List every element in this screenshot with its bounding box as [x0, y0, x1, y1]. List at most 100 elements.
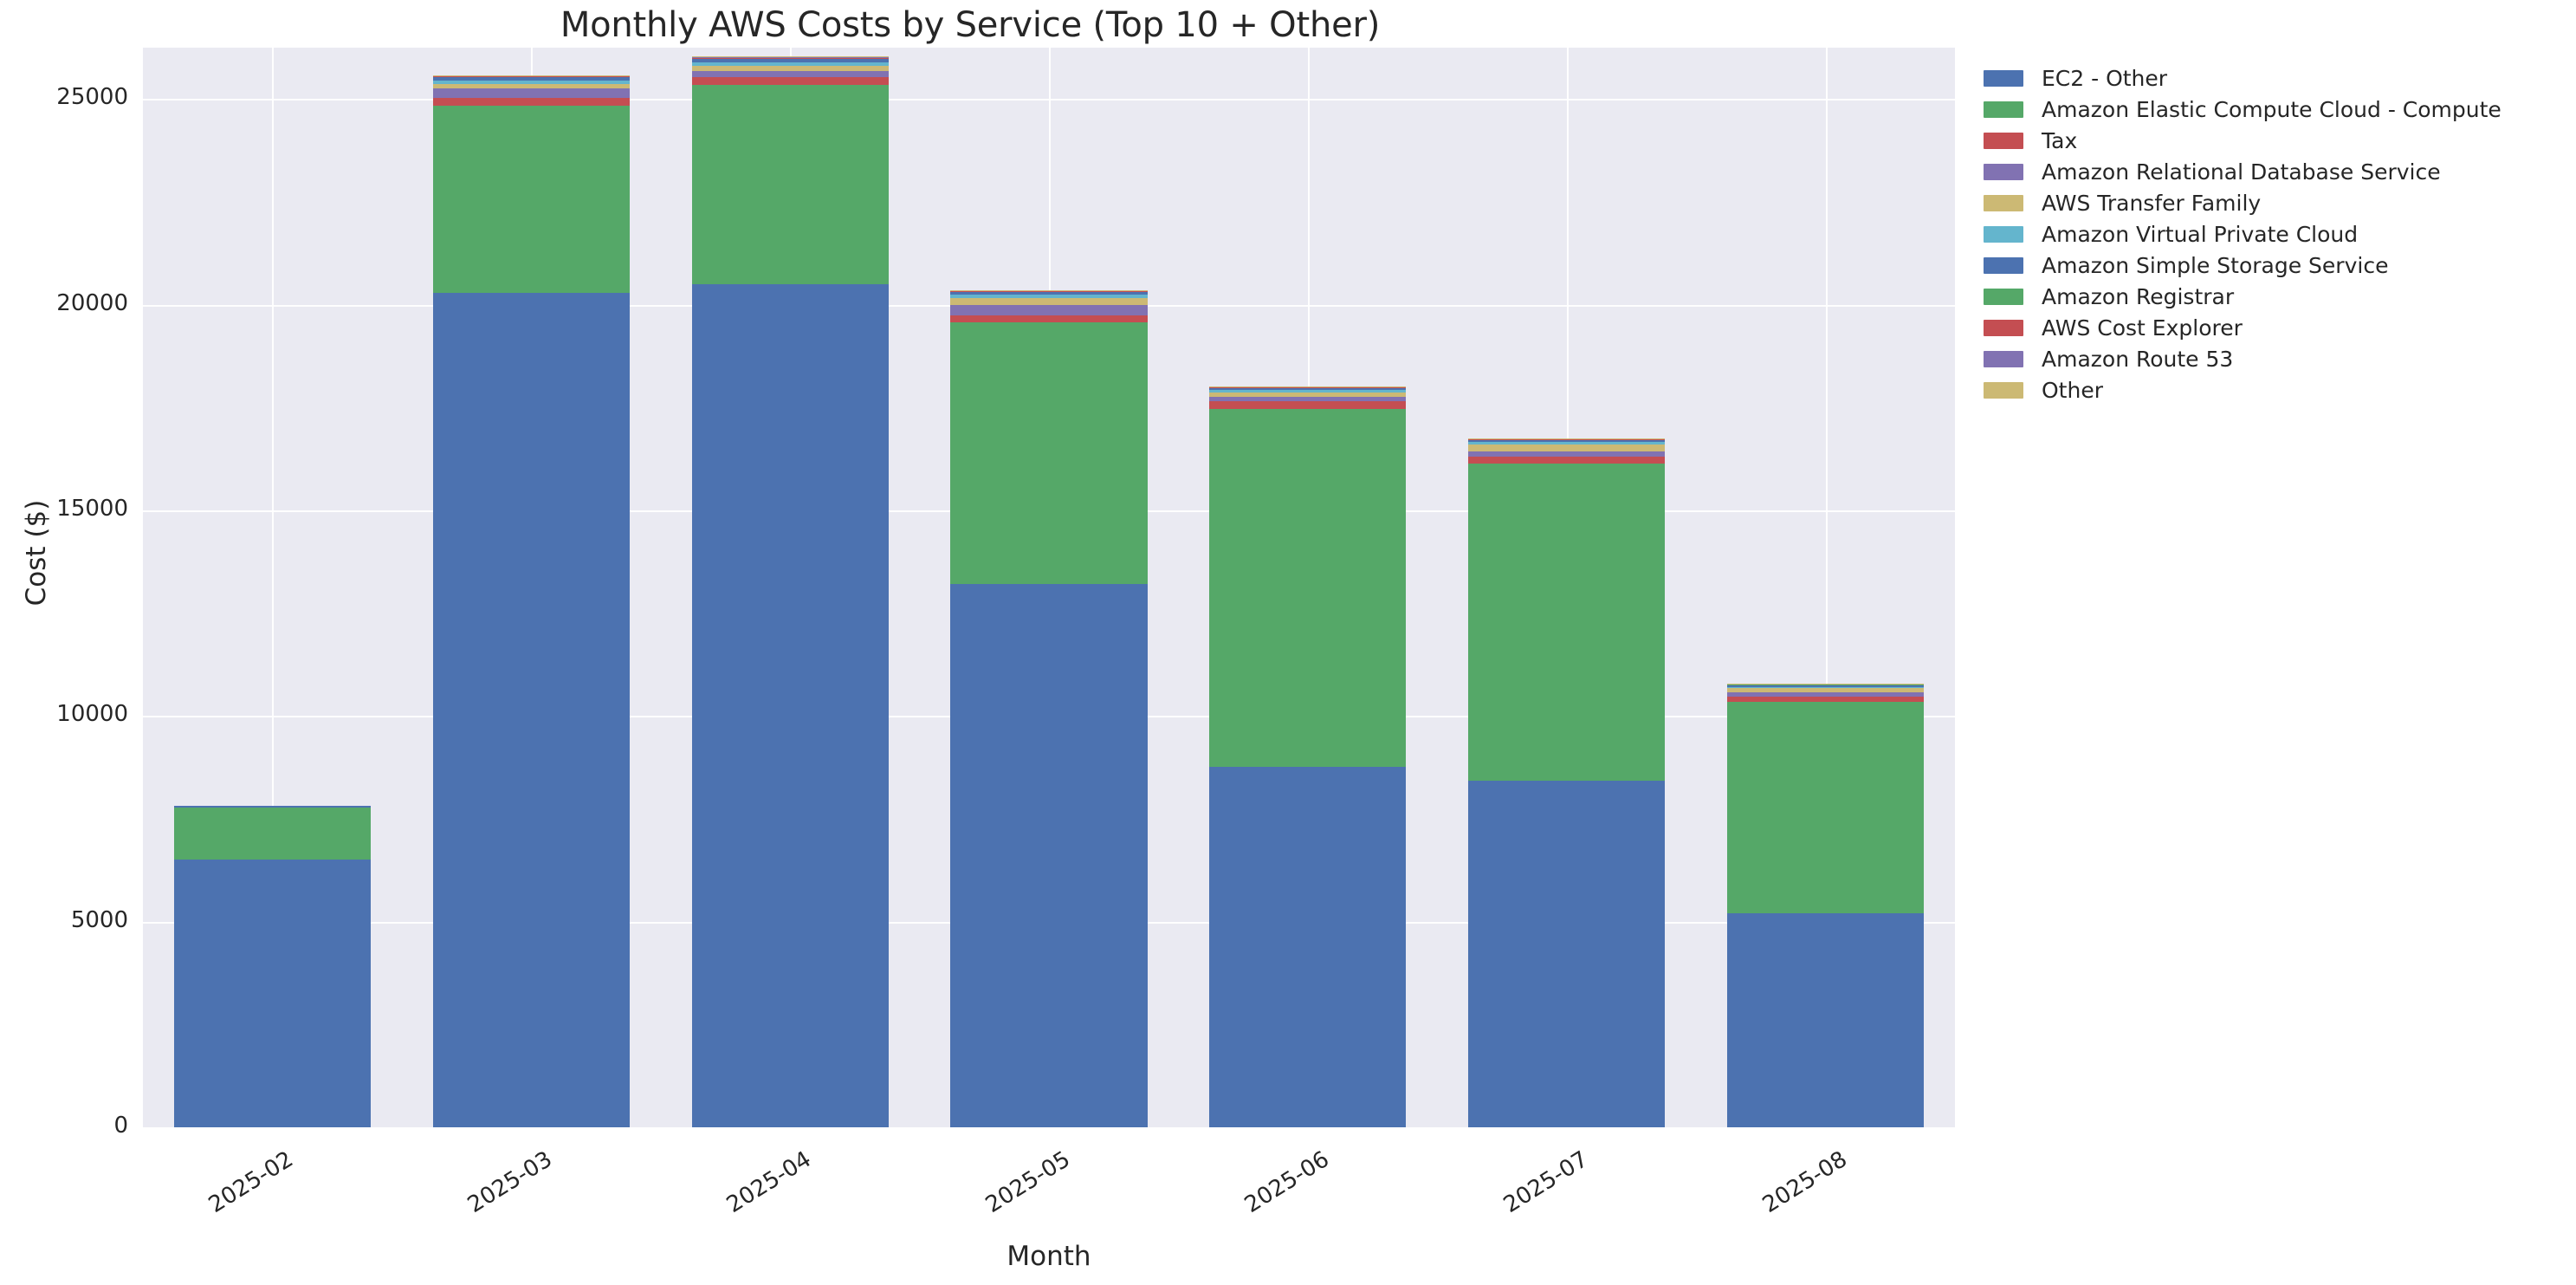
y-tick-label: 5000	[70, 906, 128, 933]
plot-area	[143, 48, 1955, 1127]
bar-segment[interactable]	[1468, 439, 1666, 443]
x-tick-label: 2025-04	[722, 1146, 817, 1219]
bar-2025-06[interactable]	[1209, 48, 1407, 1127]
bar-segment[interactable]	[691, 56, 889, 58]
bar-segment[interactable]	[1209, 766, 1407, 1127]
bar-segment[interactable]	[950, 289, 1148, 291]
bar-segment[interactable]	[1209, 386, 1407, 387]
bar-segment[interactable]	[1209, 390, 1407, 393]
legend-item[interactable]: Amazon Elastic Compute Cloud - Compute	[1984, 94, 2555, 125]
legend-item[interactable]: Amazon Relational Database Service	[1984, 156, 2555, 187]
legend-color-swatch	[1984, 163, 2023, 180]
bar-segment[interactable]	[691, 62, 889, 66]
legend-item[interactable]: AWS Cost Explorer	[1984, 312, 2555, 343]
bar-segment[interactable]	[691, 70, 889, 77]
x-gridline	[1825, 48, 1828, 1127]
bar-segment[interactable]	[173, 808, 371, 860]
bar-segment[interactable]	[432, 106, 630, 294]
bar-segment[interactable]	[173, 806, 371, 808]
bar-2025-07[interactable]	[1468, 48, 1666, 1127]
bar-segment[interactable]	[950, 315, 1148, 323]
bar-2025-05[interactable]	[950, 48, 1148, 1127]
legend-color-swatch	[1984, 132, 2023, 149]
bar-segment[interactable]	[432, 77, 630, 81]
legend-item[interactable]: Tax	[1984, 125, 2555, 156]
bar-segment[interactable]	[1727, 697, 1925, 703]
bar-segment[interactable]	[691, 59, 889, 62]
legend-item[interactable]: Other	[1984, 374, 2555, 406]
legend-label: Amazon Virtual Private Cloud	[2042, 221, 2359, 247]
bar-segment[interactable]	[950, 291, 1148, 295]
bar-segment[interactable]	[1727, 686, 1925, 689]
bar-segment[interactable]	[432, 76, 630, 78]
y-tick-label: 15000	[56, 496, 128, 522]
legend-item[interactable]: EC2 - Other	[1984, 62, 2555, 94]
bar-segment[interactable]	[950, 294, 1148, 298]
bar-segment[interactable]	[1727, 691, 1925, 698]
legend-color-swatch	[1984, 225, 2023, 243]
y-tick-label: 0	[113, 1113, 128, 1139]
x-gridline	[272, 48, 275, 1127]
bar-segment[interactable]	[1209, 387, 1407, 391]
y-tick-label: 10000	[56, 701, 128, 728]
bar-segment[interactable]	[691, 65, 889, 71]
bar-segment[interactable]	[691, 76, 889, 85]
bar-2025-08[interactable]	[1727, 48, 1925, 1127]
bar-segment[interactable]	[432, 75, 630, 77]
legend-item[interactable]: Amazon Route 53	[1984, 343, 2555, 374]
bar-segment[interactable]	[950, 297, 1148, 305]
bar-segment[interactable]	[1468, 439, 1666, 441]
bar-2025-04[interactable]	[691, 48, 889, 1127]
legend-item[interactable]: Amazon Registrar	[1984, 281, 2555, 312]
bar-segment[interactable]	[432, 97, 630, 107]
bar-segment[interactable]	[950, 322, 1148, 584]
bar-segment[interactable]	[432, 83, 630, 88]
bar-segment[interactable]	[1209, 396, 1407, 402]
bar-segment[interactable]	[1727, 688, 1925, 692]
legend-label: Amazon Route 53	[2042, 346, 2234, 372]
x-tick-label: 2025-05	[981, 1146, 1075, 1219]
bar-segment[interactable]	[691, 84, 889, 284]
legend-label: Amazon Registrar	[2042, 283, 2235, 309]
legend-item[interactable]: AWS Transfer Family	[1984, 187, 2555, 218]
bar-segment[interactable]	[1209, 387, 1407, 389]
legend-label: Tax	[2042, 127, 2078, 153]
bar-segment[interactable]	[950, 583, 1148, 1127]
bar-2025-03[interactable]	[432, 48, 630, 1127]
bar-segment[interactable]	[691, 58, 889, 60]
bar-segment[interactable]	[691, 57, 889, 59]
bar-segment[interactable]	[1468, 463, 1666, 782]
legend: EC2 - Other Amazon Elastic Compute Cloud …	[1984, 62, 2555, 406]
legend-color-swatch	[1984, 101, 2023, 118]
bar-segment[interactable]	[1468, 442, 1666, 445]
legend-label: Amazon Simple Storage Service	[2042, 252, 2389, 278]
legend-item[interactable]: Amazon Simple Storage Service	[1984, 250, 2555, 281]
bar-segment[interactable]	[1727, 702, 1925, 914]
bar-segment[interactable]	[1727, 913, 1925, 1127]
bar-segment[interactable]	[1468, 451, 1666, 458]
bar-segment[interactable]	[1209, 392, 1407, 397]
x-tick-label: 2025-06	[1239, 1146, 1334, 1219]
legend-item[interactable]: Amazon Virtual Private Cloud	[1984, 218, 2555, 250]
bar-segment[interactable]	[432, 75, 630, 76]
bar-segment[interactable]	[950, 291, 1148, 293]
bar-segment[interactable]	[1727, 685, 1925, 687]
bar-segment[interactable]	[432, 88, 630, 98]
bar-segment[interactable]	[1468, 781, 1666, 1127]
bar-segment[interactable]	[173, 860, 371, 1127]
bar-segment[interactable]	[950, 304, 1148, 316]
bar-segment[interactable]	[1209, 409, 1407, 767]
bar-2025-02[interactable]	[173, 48, 371, 1127]
legend-color-swatch	[1984, 381, 2023, 399]
bar-segment[interactable]	[1209, 401, 1407, 410]
bar-segment[interactable]	[1468, 438, 1666, 439]
bar-segment[interactable]	[1468, 457, 1666, 464]
bar-segment[interactable]	[432, 80, 630, 84]
bar-segment[interactable]	[691, 283, 889, 1127]
legend-color-swatch	[1984, 350, 2023, 367]
bar-segment[interactable]	[432, 293, 630, 1127]
bar-segment[interactable]	[1727, 683, 1925, 685]
x-tick-label: 2025-02	[204, 1146, 299, 1219]
bar-segment[interactable]	[1468, 444, 1666, 452]
